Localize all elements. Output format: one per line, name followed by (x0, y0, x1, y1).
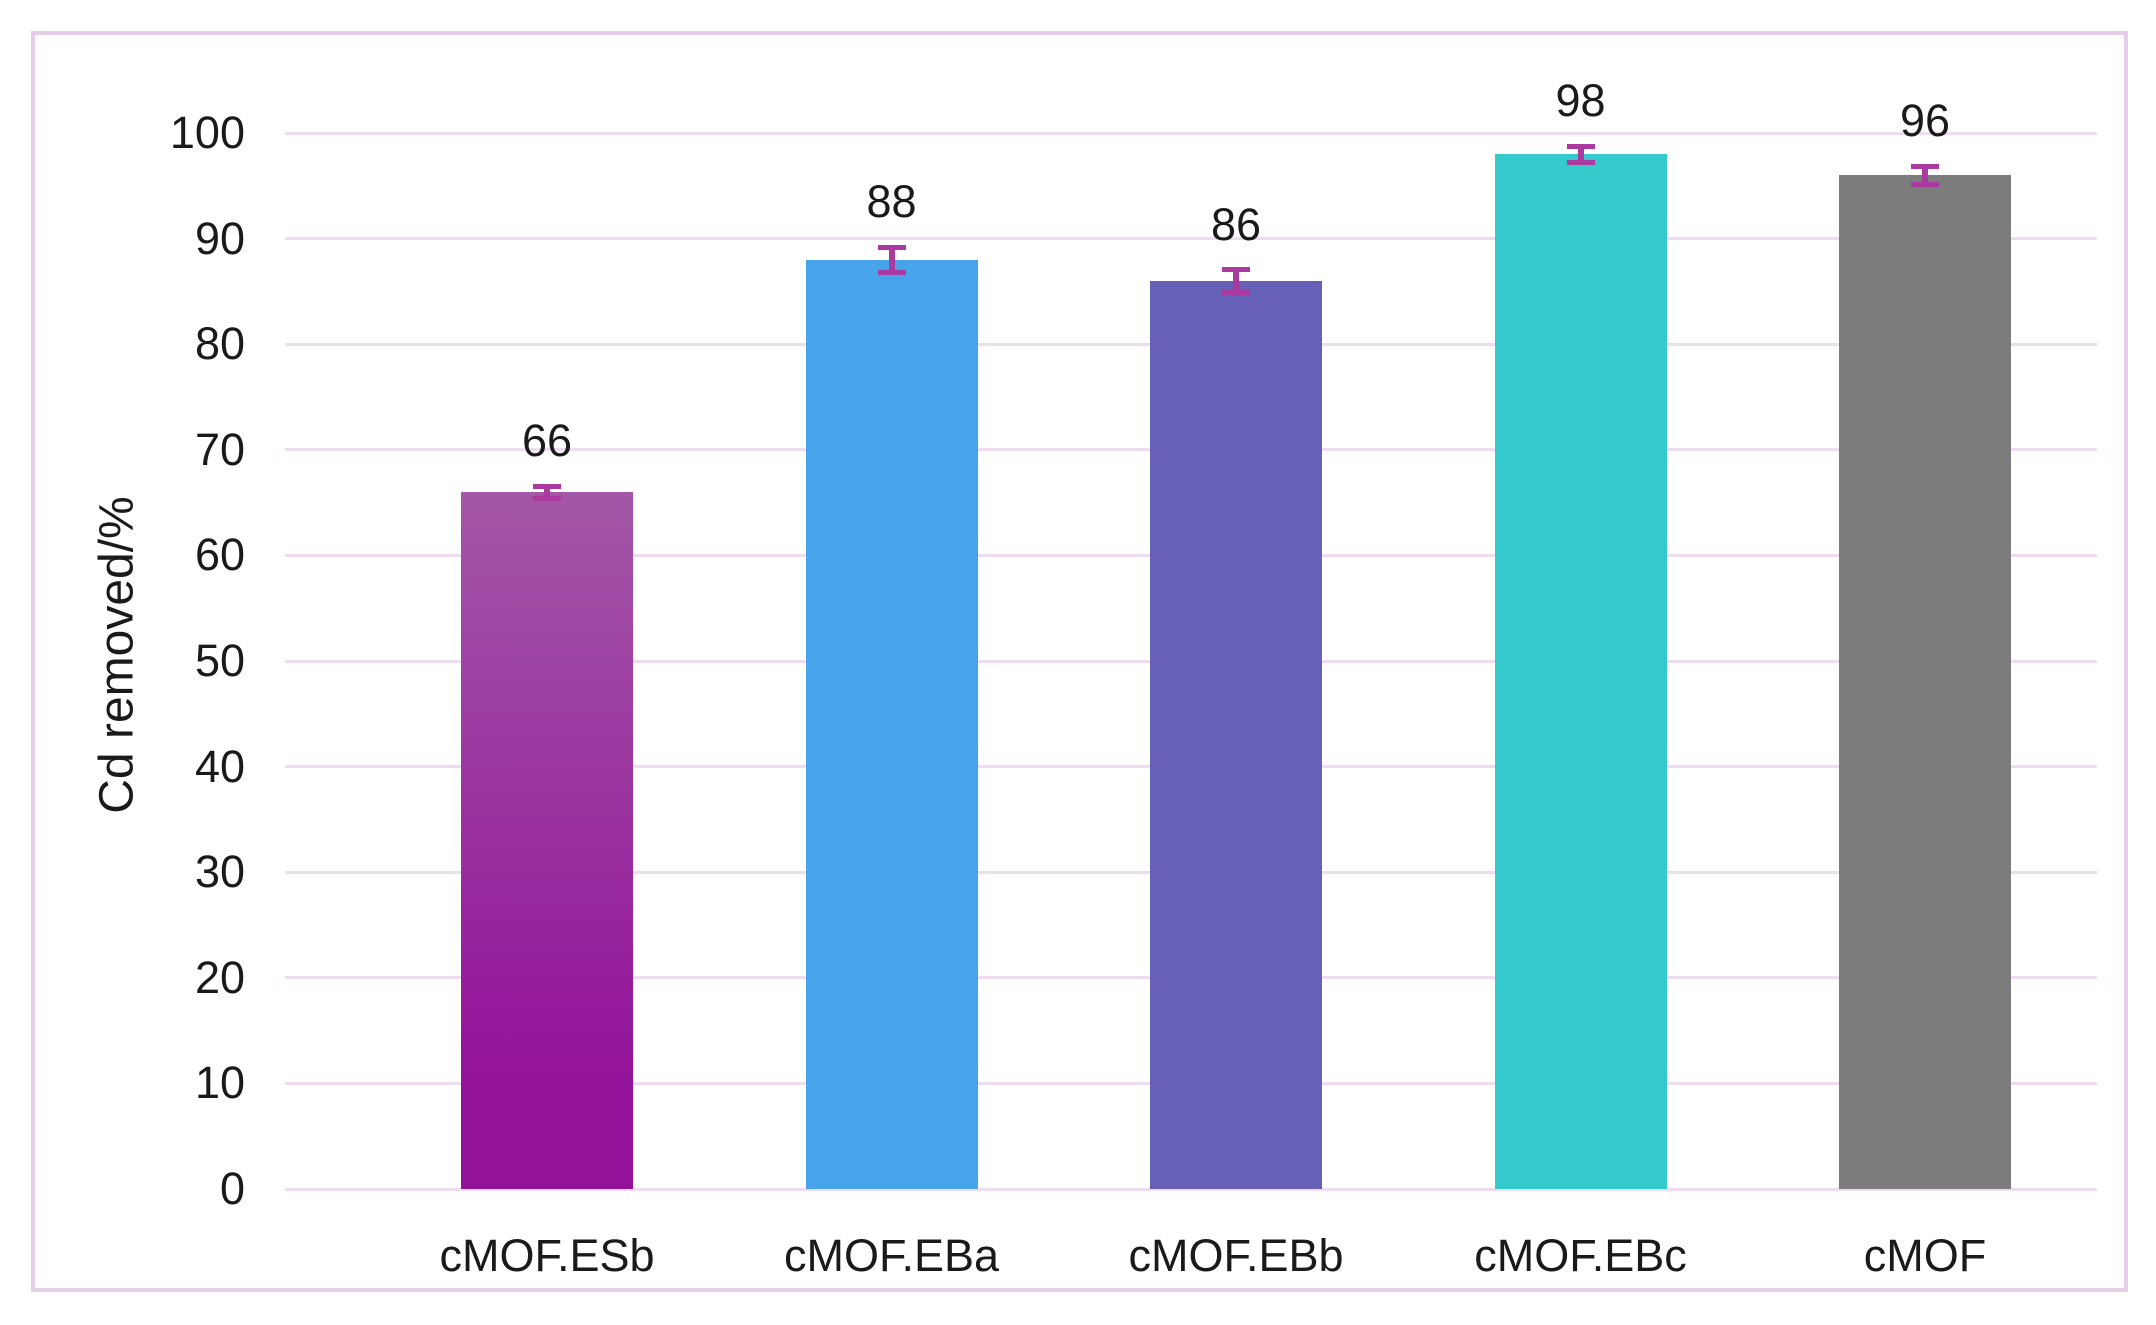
bar-value-label: 86 (1210, 198, 1262, 250)
x-category-label: cMOF.ESb (439, 1230, 655, 1281)
y-tick-label: 90 (194, 212, 245, 264)
x-category-label: cMOF.EBc (1474, 1230, 1687, 1281)
y-tick-label: 20 (194, 951, 245, 1003)
x-category-label: cMOF (1863, 1230, 1987, 1281)
bar-value-label: 96 (1899, 95, 1951, 147)
y-tick-label: 0 (219, 1163, 245, 1214)
gridline (285, 237, 2097, 241)
y-tick-label: 60 (194, 529, 245, 581)
gridline (285, 131, 2097, 135)
chart-frame: Cd removed/% 66 cMOF.ESb 88 cMOF.EBa 86 cMOF.… (31, 31, 2128, 1292)
bar (1494, 154, 1667, 1189)
error-bar (1566, 143, 1595, 165)
bar-value-label: 66 (521, 415, 573, 467)
bar-value-label: 88 (866, 176, 917, 228)
error-bar (1222, 267, 1250, 295)
y-tick-label: 100 (169, 107, 245, 158)
y-tick-label: 10 (194, 1057, 245, 1109)
gridline (285, 1187, 2097, 1191)
bar (1839, 175, 2011, 1189)
y-tick-label: 40 (194, 740, 245, 792)
bar (1150, 280, 1322, 1189)
y-tick-label: 80 (194, 318, 245, 370)
bar (805, 259, 978, 1189)
bar-value-label: 98 (1555, 75, 1606, 127)
y-tick-label: 70 (194, 423, 245, 475)
error-bar (877, 244, 906, 275)
x-category-label: cMOF.EBa (783, 1230, 1000, 1281)
plot-area: 66 cMOF.ESb 88 cMOF.EBa 86 cMOF.EBb 98 cMOF.EBc… (285, 76, 2097, 1280)
error-bar (533, 483, 561, 501)
y-tick-label: 50 (194, 635, 245, 686)
y-tick-label: 30 (194, 846, 245, 898)
error-bar (1911, 163, 1939, 187)
x-category-label: cMOF.EBb (1128, 1230, 1344, 1281)
bar (461, 492, 633, 1189)
